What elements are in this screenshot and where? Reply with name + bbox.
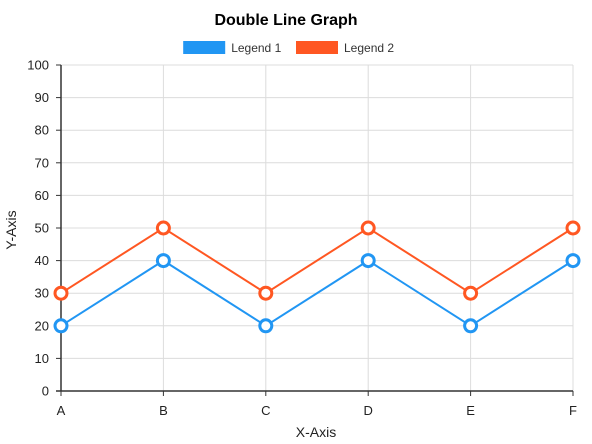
legend-item[interactable]: Legend 2: [296, 41, 394, 55]
data-point[interactable]: [463, 318, 479, 334]
data-point[interactable]: [258, 318, 274, 334]
series-1: [53, 253, 581, 334]
x-tick-label: D: [364, 403, 373, 418]
y-tick-label: 10: [35, 351, 49, 366]
data-point[interactable]: [360, 220, 376, 236]
y-tick-labels: 0 10 20 30 40 50 60 70 80 90 100: [27, 58, 61, 399]
legend: Legend 1 Legend 2: [183, 41, 394, 55]
legend-swatch: [183, 41, 226, 54]
y-tick-label: 100: [27, 58, 49, 73]
y-tick-label: 0: [42, 384, 49, 399]
data-point[interactable]: [360, 253, 376, 269]
y-tick-label: 30: [35, 286, 49, 301]
x-tick-label: E: [466, 403, 475, 418]
y-tick-label: 20: [35, 318, 49, 333]
data-point[interactable]: [565, 253, 581, 269]
series-line: [60, 226, 574, 295]
grid-lines: [60, 64, 574, 392]
data-point[interactable]: [155, 220, 171, 236]
y-axis-label: Y-Axis: [3, 210, 19, 249]
x-tick-label: A: [57, 403, 66, 418]
series-lines: [53, 220, 581, 334]
data-point[interactable]: [463, 285, 479, 301]
legend-item[interactable]: Legend 1: [183, 41, 282, 55]
y-tick-label: 60: [35, 188, 49, 203]
y-tick-label: 50: [35, 221, 49, 236]
legend-label: Legend 1: [231, 41, 281, 55]
series-line: [60, 259, 574, 327]
series-2: [53, 220, 581, 301]
x-tick-labels: A B C D E F: [57, 391, 577, 418]
data-point[interactable]: [258, 285, 274, 301]
legend-label: Legend 2: [344, 41, 394, 55]
data-point[interactable]: [155, 253, 171, 269]
chart-title: Double Line Graph: [214, 12, 357, 29]
x-tick-label: C: [261, 403, 270, 418]
x-tick-label: B: [159, 403, 168, 418]
data-point[interactable]: [565, 220, 581, 236]
data-point[interactable]: [53, 285, 69, 301]
y-tick-label: 40: [35, 253, 49, 268]
x-tick-label: F: [569, 403, 577, 418]
y-tick-label: 90: [35, 90, 49, 105]
y-tick-label: 70: [35, 155, 49, 170]
x-axis-label: X-Axis: [296, 424, 336, 440]
legend-swatch: [296, 41, 338, 54]
data-point[interactable]: [53, 318, 69, 334]
y-tick-label: 80: [35, 123, 49, 138]
